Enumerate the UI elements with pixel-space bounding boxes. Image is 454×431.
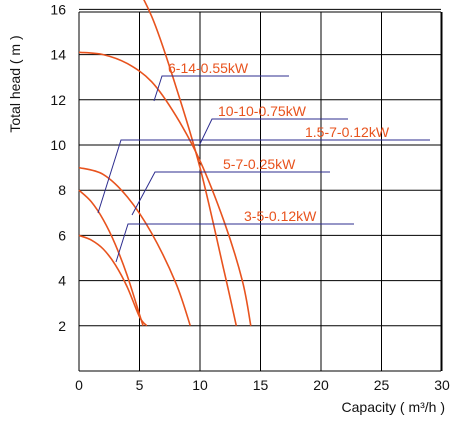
y-tick-label: 6 [58,227,66,243]
curve-6-14-0.55kW [143,0,238,326]
x-tick-labels: 0 5 10 15 20 25 30 [75,377,450,393]
x-tick-label: 20 [313,377,329,393]
leader-line-3-5-0.12kW [115,223,354,263]
curves [78,0,252,327]
y-tick-label: 14 [50,47,66,63]
x-tick-label: 25 [374,377,390,393]
y-tick-label: 2 [58,318,66,334]
series-labels: 6-14-0.55kW 10-10-0.75kW 1.5-7-0.12kW 5-7-0… [168,60,390,224]
leader-lines [97,75,430,263]
grid [78,8,443,372]
y-tick-label: 12 [50,92,66,108]
curve-3-5-0.12kW [78,234,148,327]
y-tick-labels: 2468101214161820 [50,1,66,334]
y-tick-label: 10 [50,137,66,153]
leader-line-10-10-0.75kW [198,118,348,147]
leader-line-1.5-7-0.12kW [97,139,430,214]
x-axis-label: Capacity ( m³/h ) [342,399,445,415]
series-label: 6-14-0.55kW [168,60,249,76]
x-tick-label: 30 [434,377,450,393]
x-tick-label: 5 [136,377,144,393]
leader-line-6-14-0.55kW [153,75,289,102]
x-tick-label: 0 [75,377,83,393]
y-axis-label: Total head ( m ) [7,35,23,132]
leader-line-5-7-0.25kW [131,171,330,216]
series-label: 1.5-7-0.12kW [305,124,390,140]
x-tick-label: 15 [253,377,269,393]
curve-1.5-7-0.12kW [78,189,144,327]
series-label: 3-5-0.12kW [244,208,317,224]
y-tick-label: 4 [58,273,66,289]
series-label: 5-7-0.25kW [223,156,296,172]
y-tick-label: 8 [58,182,66,198]
x-tick-label: 10 [192,377,208,393]
curve-5-7-0.25kW [78,166,192,327]
curve-10-10-0.75kW [78,51,252,326]
y-tick-label: 16 [50,1,66,17]
series-label: 10-10-0.75kW [218,103,307,119]
